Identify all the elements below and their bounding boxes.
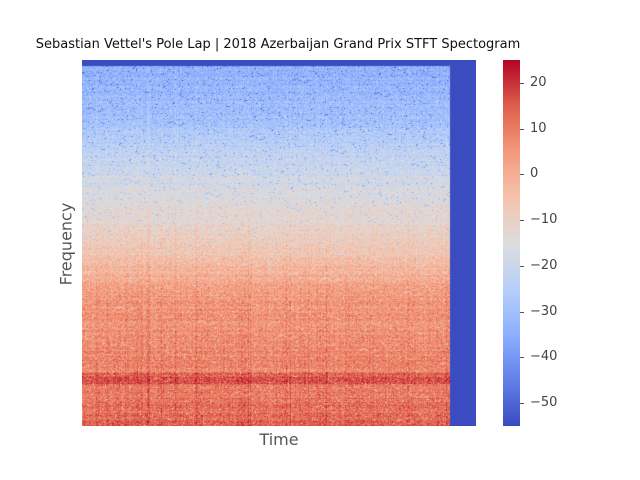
- colorbar-tick-mark: [520, 311, 524, 313]
- x-axis-label: Time: [259, 430, 299, 449]
- spectrogram-heatmap: [82, 60, 476, 426]
- colorbar-tick-label: 20: [530, 74, 547, 90]
- colorbar-tick-mark: [520, 403, 524, 405]
- colorbar: [503, 60, 520, 426]
- colorbar-tick-mark: [520, 82, 524, 84]
- colorbar-tick-label: −10: [530, 212, 558, 228]
- y-axis-label: Frequency: [56, 202, 76, 286]
- colorbar-tick-label: 0: [530, 166, 539, 182]
- colorbar-tick-mark: [520, 174, 524, 176]
- colorbar-tick-label: −40: [530, 349, 558, 365]
- colorbar-tick-mark: [520, 357, 524, 359]
- colorbar-tick-mark: [520, 265, 524, 267]
- colorbar-tick-label: −20: [530, 257, 558, 273]
- colorbar-tick-label: 10: [530, 120, 547, 136]
- colorbar-ticks: 20 10 0 −10 −20 −30 −40 −50: [520, 0, 620, 480]
- colorbar-tick-mark: [520, 220, 524, 222]
- colorbar-tick-label: −50: [530, 395, 558, 411]
- colorbar-tick-label: −30: [530, 303, 558, 319]
- colorbar-tick-mark: [520, 128, 524, 130]
- chart-title: Sebastian Vettel's Pole Lap | 2018 Azerb…: [35, 37, 521, 52]
